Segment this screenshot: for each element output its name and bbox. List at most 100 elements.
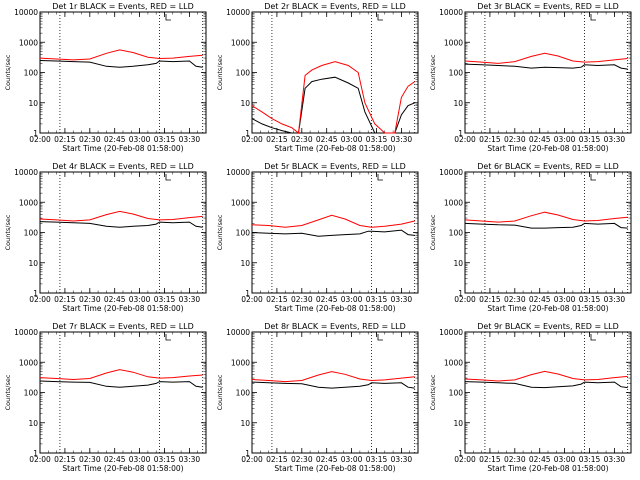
- x-tick-label: 02:00: [454, 135, 476, 144]
- x-tick-label: 03:00: [554, 455, 576, 464]
- y-tick-label: 1: [33, 129, 38, 138]
- x-tick-label: 03:30: [391, 455, 413, 464]
- x-tick-label: 02:00: [29, 295, 51, 304]
- x-tick-label: 02:00: [454, 455, 476, 464]
- y-tick-label: 1: [245, 129, 250, 138]
- corner-marker: [165, 174, 171, 181]
- x-tick-label: 03:15: [154, 135, 176, 144]
- series-line: [464, 52, 628, 64]
- chart-title: Det 4r BLACK = Events, RED = LLD: [52, 162, 194, 171]
- x-tick-label: 03:00: [554, 295, 576, 304]
- x-tick-label: 03:15: [366, 455, 388, 464]
- chart-title: Det 5r BLACK = Events, RED = LLD: [264, 162, 406, 171]
- y-tick-label: 1: [33, 449, 38, 458]
- y-tick-label: 1000: [19, 358, 38, 367]
- y-tick-label: 1000: [19, 38, 38, 47]
- y-tick-label: 1: [33, 289, 38, 298]
- y-tick-label: 10: [240, 99, 250, 108]
- x-tick-label: 02:45: [316, 295, 338, 304]
- y-tick-label: 1000: [231, 198, 250, 207]
- y-axis-label: Counts/sec: [429, 374, 437, 410]
- chart-panel: Det 1r BLACK = Events, RED = LLD 1 10 100 10…: [4, 2, 207, 153]
- x-tick-label: 02:30: [504, 455, 526, 464]
- x-tick-label: 03:30: [179, 455, 201, 464]
- series-line: [39, 380, 203, 388]
- y-tick-label: 1: [458, 129, 463, 138]
- x-axis-label: Start Time (20-Feb-08 01:58:00): [274, 464, 395, 473]
- x-tick-label: 02:00: [29, 455, 51, 464]
- x-tick-label: 03:00: [129, 295, 151, 304]
- x-tick-label: 02:15: [266, 455, 288, 464]
- x-tick-label: 02:45: [529, 295, 551, 304]
- x-tick-label: 03:30: [604, 295, 626, 304]
- chart-title: Det 1r BLACK = Events, RED = LLD: [52, 2, 194, 11]
- y-axis-label: Counts/sec: [4, 374, 12, 410]
- x-tick-label: 03:15: [579, 295, 601, 304]
- y-tick-label: 10000: [14, 168, 38, 177]
- y-tick-label: 10: [453, 99, 463, 108]
- x-tick-label: 02:45: [104, 295, 126, 304]
- plot-frame: [464, 11, 632, 134]
- x-tick-label: 02:30: [79, 135, 101, 144]
- plot-frame: [464, 171, 632, 294]
- plot-frame: [39, 11, 207, 134]
- y-tick-label: 1000: [444, 38, 463, 47]
- x-tick-label: 02:00: [454, 295, 476, 304]
- x-axis-label: Start Time (20-Feb-08 01:58:00): [274, 304, 395, 313]
- x-tick-label: 02:15: [266, 295, 288, 304]
- y-tick-label: 10000: [226, 328, 250, 337]
- y-tick-label: 10: [240, 419, 250, 428]
- y-tick-label: 10000: [439, 8, 463, 17]
- chart-panel: Det 5r BLACK = Events, RED = LLD 1 10 100 10…: [216, 162, 419, 313]
- x-tick-label: 02:30: [504, 135, 526, 144]
- series-line: [39, 369, 203, 381]
- corner-marker: [377, 174, 383, 181]
- y-tick-label: 10: [28, 99, 38, 108]
- plot-frame: [39, 331, 207, 454]
- x-tick-label: 02:30: [291, 135, 313, 144]
- x-tick-label: 02:45: [104, 455, 126, 464]
- y-tick-label: 10: [453, 259, 463, 268]
- x-tick-label: 02:45: [529, 455, 551, 464]
- x-axis-label: Start Time (20-Feb-08 01:58:00): [487, 464, 608, 473]
- x-tick-label: 03:15: [154, 455, 176, 464]
- y-tick-label: 100: [449, 229, 464, 238]
- x-tick-label: 02:45: [316, 135, 338, 144]
- y-axis-label: Counts/sec: [429, 214, 437, 250]
- x-tick-label: 02:15: [479, 455, 501, 464]
- y-tick-label: 100: [24, 69, 39, 78]
- x-tick-label: 03:30: [604, 455, 626, 464]
- series-line: [251, 61, 415, 134]
- series-line: [39, 60, 203, 68]
- x-tick-label: 03:30: [604, 135, 626, 144]
- y-tick-label: 10: [28, 419, 38, 428]
- x-axis-label: Start Time (20-Feb-08 01:58:00): [62, 144, 183, 153]
- series-line: [251, 371, 415, 383]
- y-tick-label: 100: [449, 69, 464, 78]
- chart-title: Det 3r BLACK = Events, RED = LLD: [477, 2, 619, 11]
- x-tick-label: 02:00: [29, 135, 51, 144]
- x-tick-label: 02:30: [291, 295, 313, 304]
- y-tick-label: 100: [236, 69, 251, 78]
- corner-marker: [590, 174, 596, 181]
- y-tick-label: 10000: [439, 168, 463, 177]
- y-tick-label: 1000: [444, 358, 463, 367]
- plot-frame: [39, 171, 207, 294]
- x-tick-label: 03:15: [366, 295, 388, 304]
- y-tick-label: 10000: [439, 328, 463, 337]
- x-axis-label: Start Time (20-Feb-08 01:58:00): [487, 304, 608, 313]
- x-tick-label: 03:15: [579, 455, 601, 464]
- corner-marker: [590, 14, 596, 21]
- series-line: [464, 211, 628, 223]
- y-tick-label: 10000: [14, 328, 38, 337]
- y-tick-label: 100: [449, 389, 464, 398]
- chart-title: Det 2r BLACK = Events, RED = LLD: [264, 2, 406, 11]
- chart-title: Det 9r BLACK = Events, RED = LLD: [477, 322, 619, 331]
- x-tick-label: 03:00: [341, 135, 363, 144]
- series-line: [464, 381, 628, 389]
- y-tick-label: 100: [24, 389, 39, 398]
- x-tick-label: 03:00: [554, 135, 576, 144]
- plot-frame: [251, 171, 419, 294]
- y-axis-label: Counts/sec: [4, 214, 12, 250]
- x-tick-label: 02:15: [54, 135, 76, 144]
